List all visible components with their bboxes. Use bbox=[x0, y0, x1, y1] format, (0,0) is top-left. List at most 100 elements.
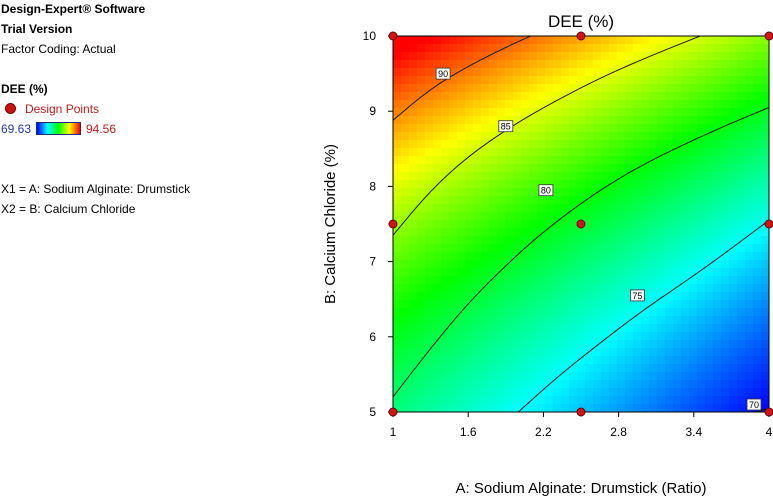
surface-cell bbox=[425, 156, 434, 165]
surface-cell bbox=[553, 164, 562, 173]
surface-cell bbox=[585, 92, 594, 101]
surface-cell bbox=[561, 276, 570, 285]
surface-cell bbox=[457, 148, 466, 157]
surface-cell bbox=[625, 60, 634, 69]
surface-cell bbox=[513, 340, 522, 349]
surface-cell bbox=[561, 60, 570, 69]
surface-cell bbox=[609, 164, 618, 173]
surface-cell bbox=[649, 124, 658, 133]
surface-cell bbox=[673, 388, 682, 397]
surface-cell bbox=[537, 396, 546, 405]
surface-cell bbox=[633, 388, 642, 397]
surface-cell bbox=[417, 196, 426, 205]
x2-factor-note: X2 = B: Calcium Chloride bbox=[1, 202, 136, 216]
surface-cell bbox=[721, 300, 730, 309]
surface-cell bbox=[585, 244, 594, 253]
surface-cell bbox=[721, 196, 730, 205]
surface-cell bbox=[593, 364, 602, 373]
surface-cell bbox=[601, 316, 610, 325]
surface-cell bbox=[473, 108, 482, 117]
surface-cell bbox=[697, 116, 706, 125]
surface-cell bbox=[457, 348, 466, 357]
surface-cell bbox=[697, 196, 706, 205]
surface-cell bbox=[473, 84, 482, 93]
surface-cell bbox=[577, 180, 586, 189]
surface-cell bbox=[681, 76, 690, 85]
surface-cell bbox=[521, 204, 530, 213]
surface-cell bbox=[577, 244, 586, 253]
surface-cell bbox=[625, 308, 634, 317]
surface-cell bbox=[633, 180, 642, 189]
surface-cell bbox=[521, 108, 530, 117]
design-points-label: Design Points bbox=[25, 102, 100, 116]
surface-cell bbox=[585, 116, 594, 125]
surface-cell bbox=[705, 140, 714, 149]
surface-cell bbox=[745, 252, 754, 261]
surface-cell bbox=[625, 84, 634, 93]
surface-cell bbox=[393, 372, 402, 381]
surface-cell bbox=[521, 340, 530, 349]
surface-cell bbox=[497, 268, 506, 277]
surface-cell bbox=[641, 244, 650, 253]
surface-cell bbox=[425, 124, 434, 133]
surface-cell bbox=[569, 92, 578, 101]
surface-cell bbox=[689, 284, 698, 293]
svg-text:90: 90 bbox=[438, 69, 448, 79]
surface-cell bbox=[449, 396, 458, 405]
surface-cell bbox=[761, 388, 769, 397]
surface-cell bbox=[417, 260, 426, 269]
app-name: Design-Expert® Software bbox=[1, 2, 146, 16]
surface-cell bbox=[393, 36, 402, 45]
surface-cell bbox=[673, 60, 682, 69]
surface-cell bbox=[729, 316, 738, 325]
surface-cell bbox=[545, 260, 554, 269]
surface-cell bbox=[473, 356, 482, 365]
surface-cell bbox=[521, 180, 530, 189]
surface-cell bbox=[673, 340, 682, 349]
surface-cell bbox=[609, 348, 618, 357]
surface-cell bbox=[617, 148, 626, 157]
surface-cell bbox=[617, 324, 626, 333]
surface-cell bbox=[545, 404, 554, 412]
surface-cell bbox=[649, 364, 658, 373]
surface-cell bbox=[705, 164, 714, 173]
surface-cell bbox=[753, 252, 762, 261]
surface-cell bbox=[593, 164, 602, 173]
surface-cell bbox=[409, 164, 418, 173]
surface-cell bbox=[401, 52, 410, 61]
surface-cell bbox=[705, 44, 714, 53]
surface-cell bbox=[417, 244, 426, 253]
surface-cell bbox=[593, 292, 602, 301]
surface-cell bbox=[649, 332, 658, 341]
surface-cell bbox=[537, 292, 546, 301]
surface-cell bbox=[529, 324, 538, 333]
surface-cell bbox=[401, 116, 410, 125]
surface-cell bbox=[729, 220, 738, 229]
surface-cell bbox=[721, 276, 730, 285]
surface-cell bbox=[649, 324, 658, 333]
surface-cell bbox=[425, 228, 434, 237]
surface-cell bbox=[609, 172, 618, 181]
surface-cell bbox=[521, 292, 530, 301]
surface-cell bbox=[537, 44, 546, 53]
surface-cell bbox=[417, 140, 426, 149]
surface-cell bbox=[529, 276, 538, 285]
surface-cell bbox=[569, 60, 578, 69]
surface-cell bbox=[585, 196, 594, 205]
surface-cell bbox=[713, 156, 722, 165]
surface-cell bbox=[601, 68, 610, 77]
surface-cell bbox=[465, 44, 474, 53]
surface-cell bbox=[713, 92, 722, 101]
surface-cell bbox=[625, 324, 634, 333]
surface-cell bbox=[641, 372, 650, 381]
surface-cell bbox=[425, 44, 434, 53]
surface-cell bbox=[641, 164, 650, 173]
surface-cell bbox=[593, 396, 602, 405]
surface-cell bbox=[681, 236, 690, 245]
surface-cell bbox=[745, 340, 754, 349]
surface-cell bbox=[545, 292, 554, 301]
surface-cell bbox=[641, 116, 650, 125]
surface-cell bbox=[585, 300, 594, 309]
surface-cell bbox=[721, 148, 730, 157]
surface-cell bbox=[745, 388, 754, 397]
